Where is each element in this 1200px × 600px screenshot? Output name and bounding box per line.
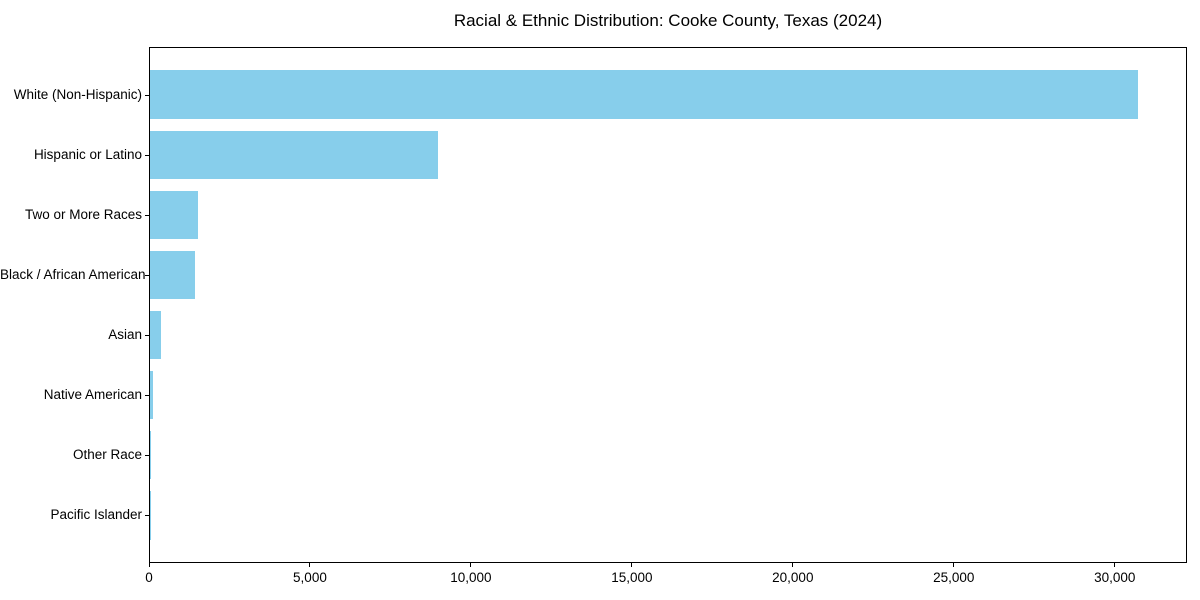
category-label: White (Non-Hispanic) <box>13 86 142 102</box>
bar <box>150 311 162 360</box>
x-tick-mark <box>953 563 955 567</box>
category-label: Asian <box>108 327 142 343</box>
category-label: Pacific Islander <box>50 507 142 523</box>
x-tick-mark <box>1114 563 1116 567</box>
bar <box>150 130 439 179</box>
bar <box>150 70 1139 119</box>
plot-area <box>149 47 1187 563</box>
bar <box>150 250 196 299</box>
x-tick-label: 25,000 <box>933 570 975 585</box>
x-tick-label: 20,000 <box>772 570 814 585</box>
chart-title: Racial & Ethnic Distribution: Cooke Coun… <box>453 11 883 30</box>
x-tick-mark <box>148 563 150 567</box>
x-tick-label: 15,000 <box>611 570 653 585</box>
bar <box>150 190 199 239</box>
x-tick-label: 30,000 <box>1094 570 1136 585</box>
y-tick-mark <box>145 455 149 457</box>
y-tick-mark <box>145 515 149 517</box>
y-tick-mark <box>145 94 149 96</box>
x-tick-mark <box>792 563 794 567</box>
y-tick-mark <box>145 274 149 276</box>
category-label: Hispanic or Latino <box>33 146 142 162</box>
x-tick-label: 5,000 <box>293 570 327 585</box>
x-tick-mark <box>309 563 311 567</box>
category-label: Two or More Races <box>24 206 142 222</box>
x-tick-label: 10,000 <box>450 570 492 585</box>
x-tick-mark <box>470 563 472 567</box>
y-tick-mark <box>145 214 149 216</box>
y-tick-mark <box>145 335 149 337</box>
bar <box>150 431 151 480</box>
y-tick-mark <box>145 154 149 156</box>
category-label: Black / African American <box>0 266 146 282</box>
y-tick-mark <box>145 395 149 397</box>
x-tick-label: 0 <box>145 570 153 585</box>
category-label: Other Race <box>72 447 142 463</box>
category-label: Native American <box>43 387 142 403</box>
bar <box>150 371 154 420</box>
x-tick-mark <box>631 563 633 567</box>
